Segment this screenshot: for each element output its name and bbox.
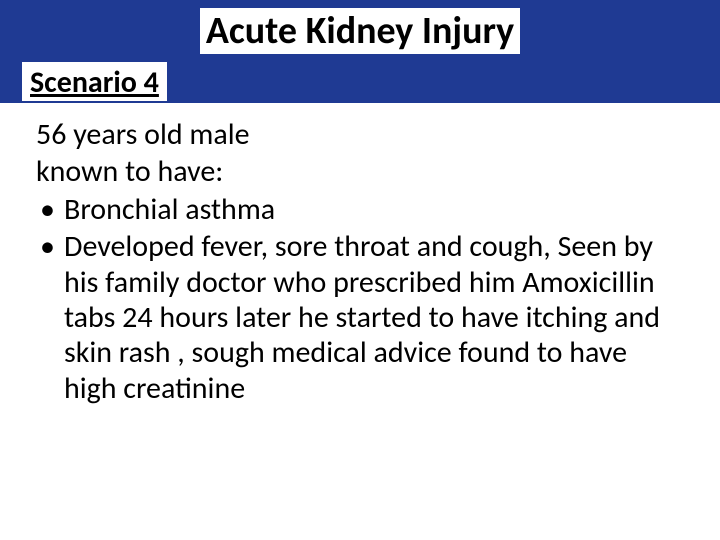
header-blue-fill: [167, 54, 720, 101]
slide-title: Acute Kidney Injury: [200, 8, 520, 54]
intro-line-1: 56 years old male: [36, 117, 684, 152]
list-item: Bronchial asthma: [36, 192, 684, 227]
header-band: Acute Kidney Injury Scenario 4: [0, 0, 720, 103]
slide-content: 56 years old male known to have: Bronchi…: [0, 103, 720, 406]
intro-line-2: known to have:: [36, 154, 684, 189]
scenario-row: Scenario 4: [0, 54, 720, 101]
bullet-list: Bronchial asthma Developed fever, sore t…: [36, 192, 684, 406]
list-item: Developed fever, sore throat and cough, …: [36, 229, 684, 406]
scenario-label: Scenario 4: [22, 62, 167, 101]
